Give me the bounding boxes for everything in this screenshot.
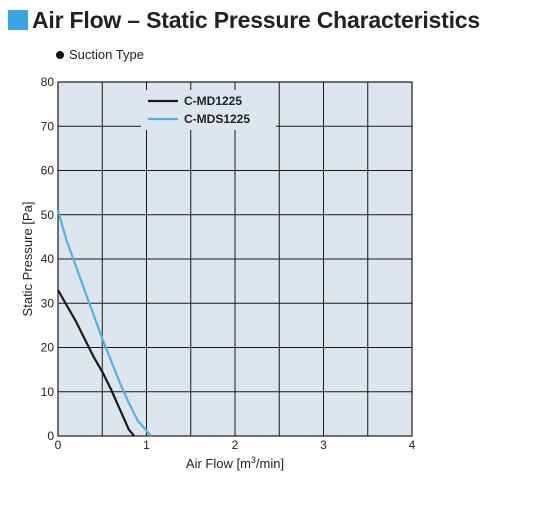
y-tick-label: 40 — [41, 252, 55, 266]
title-square-icon — [8, 10, 28, 30]
series-lines — [56, 209, 152, 437]
y-tick-label: 0 — [47, 429, 54, 443]
y-tick-label: 30 — [41, 296, 55, 310]
legend: C-MD1225 C-MDS1225 — [148, 94, 250, 126]
grid — [57, 81, 413, 437]
x-axis-label: Air Flow [m3/min] — [186, 455, 284, 471]
plot-border — [57, 81, 413, 437]
bullet-icon — [56, 50, 64, 59]
y-tick-label: 10 — [41, 385, 55, 399]
x-tick-label: 0 — [55, 438, 62, 452]
legend-label: C-MD1225 — [184, 94, 242, 108]
series-line — [57, 289, 135, 437]
x-tick-label: 1 — [143, 438, 150, 452]
subtitle-text: Suction Type — [69, 47, 144, 62]
y-tick-label: 60 — [41, 164, 55, 178]
chart-title-bar: Air Flow – Static Pressure Characteristi… — [8, 6, 480, 34]
x-tick-label: 2 — [232, 438, 239, 452]
x-tick-label: 3 — [320, 438, 327, 452]
legend-box — [141, 90, 276, 130]
y-tick-label: 80 — [41, 75, 55, 89]
y-tick-label: 50 — [41, 208, 55, 222]
x-tick-label: 4 — [409, 438, 416, 452]
chart-title: Air Flow – Static Pressure Characteristi… — [32, 6, 480, 33]
tick-labels: 0 10 20 30 40 50 60 70 80 0 1 2 3 4 — [41, 75, 416, 452]
y-axis-label: Static Pressure [Pa] — [20, 202, 35, 317]
series-line — [56, 209, 152, 437]
chart-subtitle: Suction Type — [56, 47, 144, 62]
legend-label: C-MDS1225 — [184, 112, 250, 126]
y-tick-label: 70 — [41, 119, 55, 133]
y-tick-label: 20 — [41, 341, 55, 355]
